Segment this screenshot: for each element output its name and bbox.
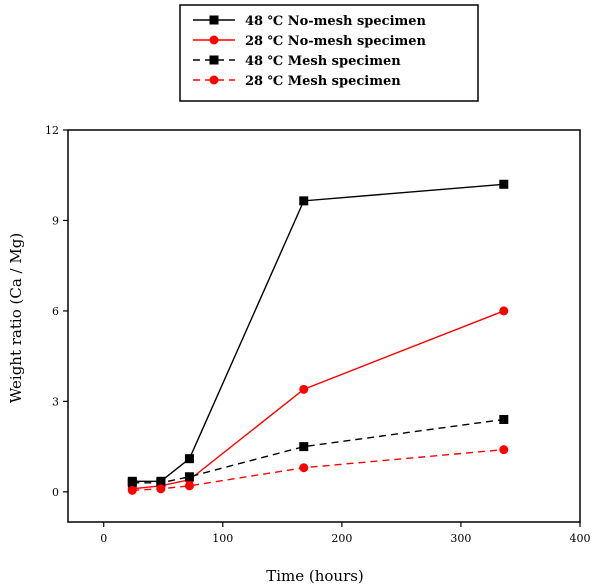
y-axis-title: Weight ratio (Ca / Mg): [7, 233, 25, 403]
series-line: [132, 418, 504, 484]
data-point: [156, 484, 166, 494]
data-point: [499, 414, 509, 424]
legend-marker: [209, 35, 219, 45]
y-tick-label: 3: [52, 395, 59, 408]
legend-entry: 28 ℃ Mesh specimen: [193, 74, 401, 89]
y-tick-label: 9: [52, 214, 59, 227]
data-point: [184, 472, 194, 482]
series-line: [132, 448, 504, 492]
legend-entry: 28 ℃ No-mesh specimen: [193, 34, 427, 49]
y-tick-label: 0: [52, 486, 59, 499]
data-point: [127, 485, 137, 495]
x-tick-label: 200: [331, 532, 352, 545]
data-point: [499, 306, 509, 316]
legend-marker: [209, 55, 219, 65]
data-point: [299, 442, 309, 452]
data-point: [184, 454, 194, 464]
data-point: [499, 445, 509, 455]
x-tick-label: 100: [212, 532, 233, 545]
series-group: [127, 179, 509, 495]
legend-entry: 48 ℃ Mesh specimen: [193, 54, 401, 69]
legend-label: 28 ℃ Mesh specimen: [245, 74, 401, 89]
data-point: [156, 478, 166, 488]
series-2: [127, 306, 509, 494]
legend-marker: [209, 15, 219, 25]
legend: 48 ℃ No-mesh specimen 28 ℃ No-mesh specim…: [193, 14, 427, 89]
legend-label: 48 ℃ Mesh specimen: [245, 54, 401, 69]
x-axis-title: Time (hours): [266, 567, 364, 585]
data-point: [299, 196, 309, 206]
x-tick-label: 0: [100, 532, 107, 545]
legend-entry: 48 ℃ No-mesh specimen: [193, 14, 427, 29]
data-point: [499, 179, 509, 189]
legend-marker: [209, 75, 219, 85]
series-1: [127, 179, 509, 486]
series-3: [127, 414, 509, 488]
x-tick-label: 300: [450, 532, 471, 545]
y-tick-label: 6: [52, 305, 59, 318]
plot-frame: [67, 129, 581, 523]
series-4: [127, 445, 509, 495]
legend-box: [179, 4, 479, 102]
axis-ticks: 0 100 200 300 400 0 3 6 9 12: [45, 124, 591, 545]
x-tick-label: 400: [570, 532, 591, 545]
data-point: [127, 478, 137, 488]
y-tick-label: 12: [45, 124, 59, 137]
data-point: [299, 463, 309, 473]
legend-label: 48 ℃ No-mesh specimen: [245, 14, 427, 29]
legend-label: 28 ℃ No-mesh specimen: [245, 34, 427, 49]
data-point: [184, 481, 194, 491]
data-point: [299, 384, 309, 394]
